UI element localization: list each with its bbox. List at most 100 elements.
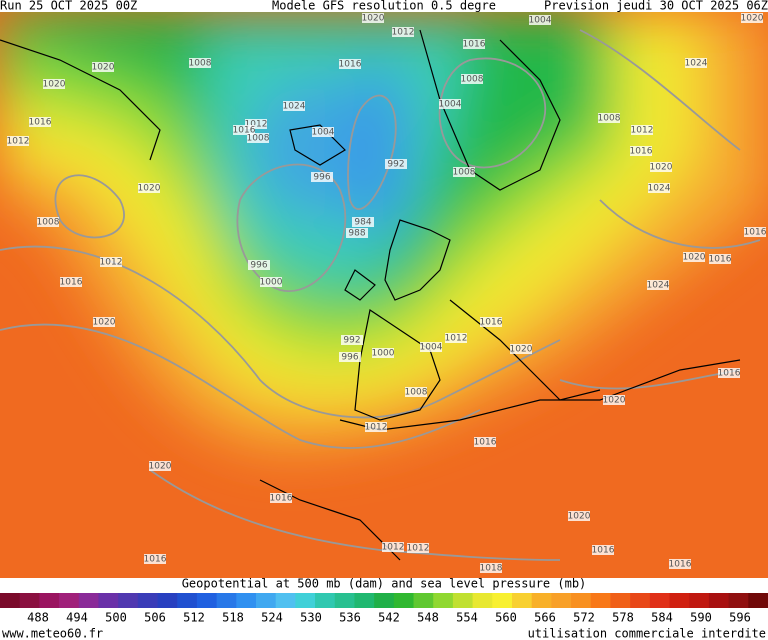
isobars xyxy=(0,29,761,561)
isobar-label: 1008 xyxy=(189,59,212,69)
colorbar-swatch xyxy=(551,593,572,608)
colorbar-swatch xyxy=(748,593,768,608)
isobar-label: 1016 xyxy=(718,369,741,379)
isobar-label-bg xyxy=(718,368,740,378)
colorbar-label: 578 xyxy=(612,611,634,625)
isobar-label: 1016 xyxy=(233,126,256,136)
isobar-label-bg xyxy=(598,113,620,123)
isobar-label-bg xyxy=(669,559,691,569)
isobar-label-bg xyxy=(461,74,483,84)
header-right: Prevision jeudi 30 OCT 2025 06Z xyxy=(544,0,768,13)
isobar-label: 1016 xyxy=(29,118,52,128)
colorbar-swatch xyxy=(689,593,710,608)
colorbar-swatch xyxy=(472,593,493,608)
colorbar-swatch xyxy=(590,593,611,608)
isobar-label-bg xyxy=(100,257,122,267)
colorbar-label: 542 xyxy=(378,611,400,625)
isobar-label-bg xyxy=(339,352,361,362)
colorbar-swatch xyxy=(0,593,21,608)
colorbar-label: 560 xyxy=(495,611,517,625)
isobar-label: 1020 xyxy=(683,253,706,263)
isobar-label-bg xyxy=(346,228,368,238)
isobar-label: 1016 xyxy=(270,494,293,504)
isobar-label: 1020 xyxy=(149,462,172,472)
isobar-label: 1020 xyxy=(92,63,115,73)
isobar-label-bg xyxy=(60,277,82,287)
colorbar-label: 548 xyxy=(417,611,439,625)
isobar-label: 1020 xyxy=(138,184,161,194)
isobar-label-bg xyxy=(37,217,59,227)
colorbar-swatch xyxy=(374,593,395,608)
colorbar-label: 512 xyxy=(183,611,205,625)
colorbar-swatch xyxy=(413,593,434,608)
isobar-label: 992 xyxy=(343,336,360,346)
colorbar-label: 596 xyxy=(729,611,751,625)
isobar-label-bg xyxy=(392,27,414,37)
isobar-label-bg xyxy=(709,254,731,264)
colorbar-label: 530 xyxy=(300,611,322,625)
isobar-label-bg xyxy=(648,183,670,193)
colorbar-swatch xyxy=(295,593,316,608)
isobar-label-bg xyxy=(480,563,502,573)
isobar-label: 992 xyxy=(387,160,404,170)
colorbar-label: 554 xyxy=(456,611,478,625)
colorbar-label: 584 xyxy=(651,611,673,625)
colorbar-swatch xyxy=(39,593,60,608)
colorbar-label: 566 xyxy=(534,611,556,625)
isobar-label-bg xyxy=(341,335,363,345)
colorbar-swatch xyxy=(19,593,40,608)
isobar-label: 1020 xyxy=(93,318,116,328)
isobar-label: 1016 xyxy=(630,147,653,157)
isobar-label: 1004 xyxy=(529,16,552,26)
footer-right: utilisation commerciale interdite xyxy=(528,627,766,640)
isobar-label: 1020 xyxy=(603,396,626,406)
isobar-label-bg xyxy=(744,227,766,237)
colorbar-swatch xyxy=(59,593,80,608)
isobar-label-bg xyxy=(407,543,429,553)
isobar-label: 1024 xyxy=(647,281,670,291)
colorbar-swatch xyxy=(610,593,631,608)
isobar-label: 1008 xyxy=(461,75,484,85)
colorbar-swatch xyxy=(630,593,651,608)
isobar-label-bg xyxy=(445,333,467,343)
colorbar-swatch xyxy=(669,593,690,608)
isobar-label-bg xyxy=(245,119,267,129)
isobar-label: 1020 xyxy=(741,14,764,24)
isobar-label: 1018 xyxy=(480,564,503,574)
isobar-label: 1020 xyxy=(510,345,533,355)
isobar-label: 1012 xyxy=(245,120,268,130)
isobar-label: 1016 xyxy=(744,228,767,238)
isobar-label: 1012 xyxy=(407,544,430,554)
isobar-label-bg xyxy=(453,167,475,177)
isobar-label-bg xyxy=(510,344,532,354)
isobar-label-bg xyxy=(7,136,29,146)
isobar-label: 1012 xyxy=(7,137,30,147)
isobar-label-bg xyxy=(480,317,502,327)
isobar-label-bg xyxy=(93,317,115,327)
isobar-label-bg xyxy=(631,125,653,135)
isobar-label: 1016 xyxy=(463,40,486,50)
isobar-label: 1012 xyxy=(365,423,388,433)
isobar-label-bg xyxy=(149,461,171,471)
header-center: Modele GFS resolution 0.5 degre xyxy=(272,0,496,13)
isobar-label-bg xyxy=(405,387,427,397)
isobar-label-bg xyxy=(247,133,269,143)
colorbar-swatch xyxy=(157,593,178,608)
isobar-label: 1012 xyxy=(445,334,468,344)
colorbar-swatch xyxy=(177,593,198,608)
isobar-label: 1008 xyxy=(37,218,60,228)
colorbar-swatch xyxy=(354,593,375,608)
isobar-label: 1008 xyxy=(405,388,428,398)
isobar-label-bg xyxy=(529,15,551,25)
colorbar-swatch xyxy=(571,593,592,608)
isobar-label: 1016 xyxy=(592,546,615,556)
isobar-label: 1000 xyxy=(372,349,395,359)
isobar-label-bg xyxy=(463,39,485,49)
isobar-label-bg xyxy=(362,13,384,23)
colorbar-swatch xyxy=(196,593,218,608)
isobar-label-bg xyxy=(474,437,496,447)
isobar-label-bg xyxy=(647,280,669,290)
isobar-label: 996 xyxy=(313,173,330,183)
colorbar-swatch xyxy=(78,593,99,608)
